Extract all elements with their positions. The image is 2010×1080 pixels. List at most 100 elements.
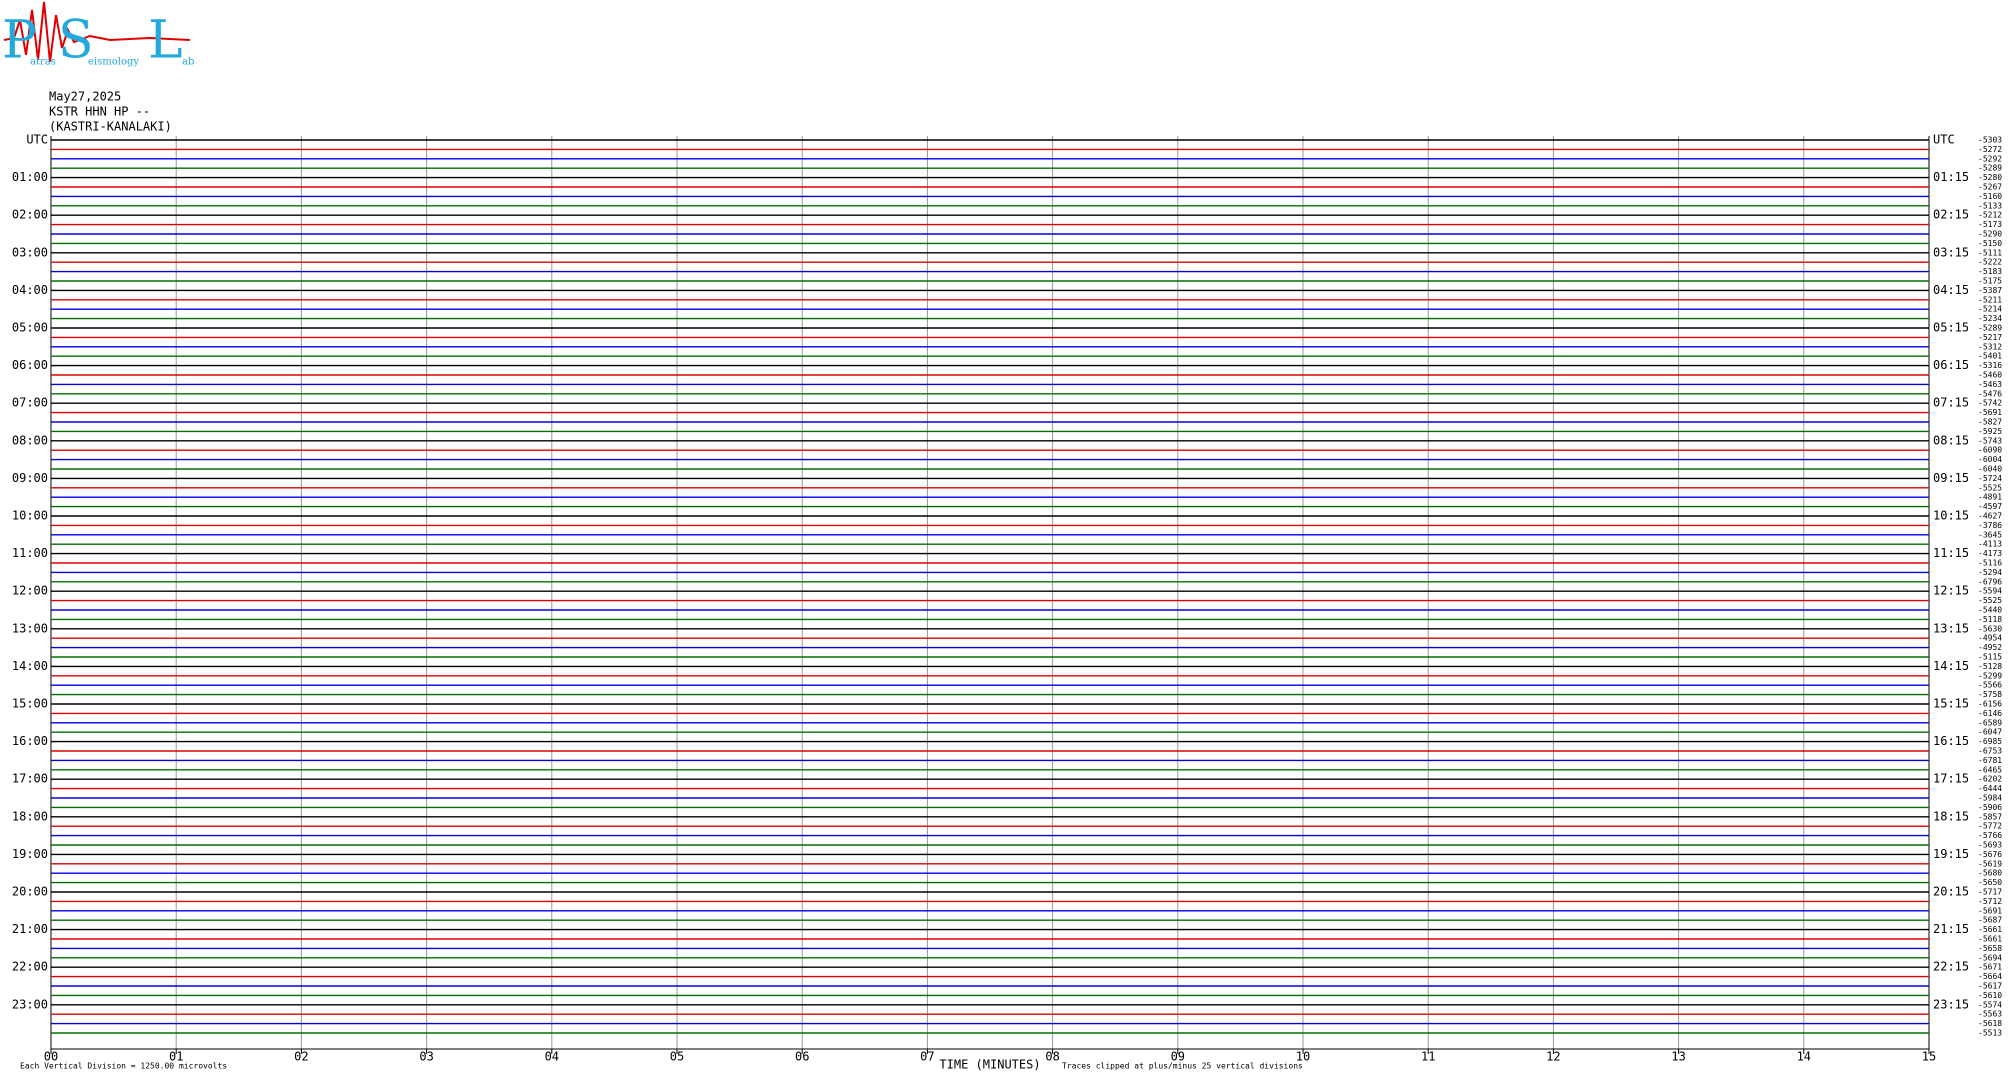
trace-offset: -5222 — [1978, 258, 2002, 267]
trace-offset: -5513 — [1978, 1029, 2002, 1038]
hour-label-left: 18:00 — [12, 809, 48, 823]
trace-offset: -4891 — [1978, 493, 2002, 502]
trace-offset: -4597 — [1978, 502, 2002, 511]
trace-offset: -5401 — [1978, 352, 2002, 361]
trace-offset: -5676 — [1978, 850, 2002, 859]
hour-label-right: 21:15 — [1933, 922, 1969, 936]
x-axis-title: TIME (MINUTES) — [939, 1058, 1040, 1072]
hour-label-left: 05:00 — [12, 321, 48, 335]
trace-offset: -5680 — [1978, 869, 2002, 878]
hour-label-right: 22:15 — [1933, 960, 1969, 974]
trace-offset: -5160 — [1978, 192, 2002, 201]
trace-offset: -5661 — [1978, 925, 2002, 934]
trace-offset: -6589 — [1978, 718, 2002, 727]
trace-offset: -3786 — [1978, 521, 2002, 530]
x-tick-label: 10 — [1296, 1050, 1310, 1064]
trace-offset: -5772 — [1978, 822, 2002, 831]
trace-offset: -5299 — [1978, 671, 2002, 680]
hour-label-left: 06:00 — [12, 358, 48, 372]
hour-label-right: 20:15 — [1933, 885, 1969, 899]
trace-offset: -5766 — [1978, 831, 2002, 840]
hour-label-right: 11:15 — [1933, 546, 1969, 560]
trace-offset: -5460 — [1978, 371, 2002, 380]
hour-label-left: 19:00 — [12, 847, 48, 861]
hour-label-right: UTC — [1933, 133, 1955, 147]
trace-offset: -6202 — [1978, 775, 2002, 784]
trace-offset: -4627 — [1978, 512, 2002, 521]
trace-offset: -5292 — [1978, 154, 2002, 163]
trace-offset: -5617 — [1978, 982, 2002, 991]
hour-label-left: 08:00 — [12, 433, 48, 447]
x-tick-label: 12 — [1546, 1050, 1560, 1064]
hour-label-right: 07:15 — [1933, 396, 1969, 410]
hour-label-right: 19:15 — [1933, 847, 1969, 861]
trace-offset: -4113 — [1978, 540, 2002, 549]
x-tick-label: 15 — [1922, 1050, 1936, 1064]
footer-left: Each Vertical Division = 1250.00 microvo… — [20, 1062, 227, 1071]
trace-offset: -5661 — [1978, 935, 2002, 944]
trace-offset: -6090 — [1978, 446, 2002, 455]
trace-offset: -6156 — [1978, 700, 2002, 709]
trace-offset: -5303 — [1978, 136, 2002, 145]
hour-label-left: 10:00 — [12, 509, 48, 523]
trace-offset: -5619 — [1978, 859, 2002, 868]
trace-offset: -5234 — [1978, 314, 2002, 323]
x-tick-label: 14 — [1797, 1050, 1811, 1064]
trace-offset: -5671 — [1978, 963, 2002, 972]
footer-right: Traces clipped at plus/minus 25 vertical… — [1062, 1062, 1303, 1071]
trace-offset: -5316 — [1978, 361, 2002, 370]
logo-word: eismology — [88, 57, 139, 68]
logo-word: ab — [182, 57, 194, 68]
trace-offset: -6004 — [1978, 455, 2002, 464]
trace-offset: -5724 — [1978, 474, 2002, 483]
trace-offset: -5111 — [1978, 248, 2002, 257]
trace-offset: -5566 — [1978, 681, 2002, 690]
trace-offset: -4173 — [1978, 549, 2002, 558]
x-tick-label: 09 — [1171, 1050, 1185, 1064]
trace-offset: -5630 — [1978, 624, 2002, 633]
logo-squiggle — [3, 1, 191, 63]
trace-offset: -5294 — [1978, 568, 2002, 577]
x-tick-label: 06 — [795, 1050, 809, 1064]
trace-offset: -5128 — [1978, 662, 2002, 671]
hour-label-left: 09:00 — [12, 471, 48, 485]
logo-word: atras — [30, 57, 56, 68]
logo: P atras S eismology L ab — [2, 1, 194, 71]
trace-offset: -5525 — [1978, 483, 2002, 492]
trace-offset: -5694 — [1978, 953, 2002, 962]
trace-offset: -5717 — [1978, 888, 2002, 897]
hour-label-right: 03:15 — [1933, 245, 1969, 259]
hour-label-right: 06:15 — [1933, 358, 1969, 372]
trace-offset: -6040 — [1978, 465, 2002, 474]
hour-label-left: 23:00 — [12, 997, 48, 1011]
trace-offset: -5175 — [1978, 277, 2002, 286]
trace-offset: -5212 — [1978, 211, 2002, 220]
hour-label-right: 05:15 — [1933, 321, 1969, 335]
trace-offset: -6753 — [1978, 747, 2002, 756]
trace-offset: -5563 — [1978, 1010, 2002, 1019]
hour-label-right: 15:15 — [1933, 697, 1969, 711]
trace-offset: -5594 — [1978, 587, 2002, 596]
hour-label-left: 16:00 — [12, 734, 48, 748]
trace-offset: -5610 — [1978, 991, 2002, 1000]
hour-label-left: UTC — [26, 133, 48, 147]
trace-offset: -5387 — [1978, 286, 2002, 295]
trace-offset: -5211 — [1978, 295, 2002, 304]
hour-label-right: 14:15 — [1933, 659, 1969, 673]
trace-offset: -3645 — [1978, 530, 2002, 539]
trace-offset: -5984 — [1978, 794, 2002, 803]
trace-offset: -5183 — [1978, 267, 2002, 276]
trace-offset: -5857 — [1978, 812, 2002, 821]
hour-label-right: 01:15 — [1933, 170, 1969, 184]
hour-label-left: 14:00 — [12, 659, 48, 673]
hour-label-left: 20:00 — [12, 885, 48, 899]
hour-label-right: 17:15 — [1933, 772, 1969, 786]
trace-offset: -6465 — [1978, 765, 2002, 774]
trace-offset: -6796 — [1978, 577, 2002, 586]
hour-label-right: 18:15 — [1933, 809, 1969, 823]
trace-offset: -5925 — [1978, 427, 2002, 436]
x-tick-label: 07 — [920, 1050, 934, 1064]
trace-offset: -5290 — [1978, 230, 2002, 239]
hour-label-right: 23:15 — [1933, 997, 1969, 1011]
